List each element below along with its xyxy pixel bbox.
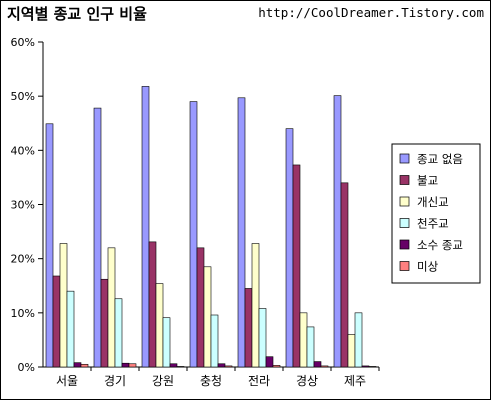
bar: [148, 241, 157, 368]
x-tick-label: 강원: [152, 374, 174, 388]
legend-swatch: [399, 196, 410, 207]
y-tick-label: 40%: [11, 144, 35, 157]
bar: [52, 275, 61, 368]
legend-label: 종교 없음: [417, 152, 463, 166]
bar: [347, 334, 356, 368]
bar: [80, 363, 89, 368]
legend-label: 개신교: [417, 195, 449, 209]
y-tick-label: 60%: [11, 36, 35, 49]
y-tick-label: 30%: [11, 199, 35, 212]
bar: [313, 361, 322, 368]
bar: [93, 107, 102, 368]
bar: [196, 247, 205, 368]
bar: [162, 317, 171, 368]
chart-title: 지역별 종교 인구 비율: [7, 5, 147, 23]
bar: [59, 243, 68, 368]
bar: [333, 95, 342, 368]
bar: [66, 290, 75, 368]
bar: [107, 247, 116, 368]
bar: [45, 123, 54, 368]
legend-swatch: [399, 239, 410, 250]
bar: [272, 365, 281, 368]
bar: [258, 308, 267, 368]
bar: [340, 182, 349, 368]
bar: [114, 298, 123, 368]
bar: [251, 243, 260, 368]
legend-swatch: [399, 153, 410, 164]
bar: [169, 363, 178, 368]
legend-label: 소수 종교: [417, 238, 463, 252]
legend-swatch: [399, 261, 410, 271]
bar: [189, 101, 198, 368]
legend-label: 불교: [417, 174, 438, 188]
y-tick-label: 50%: [11, 90, 35, 103]
x-tick-label: 충청: [200, 374, 222, 388]
bar: [237, 97, 246, 368]
y-tick-label: 20%: [11, 253, 35, 266]
legend-label: 미상: [417, 260, 439, 274]
bar: [320, 365, 329, 368]
bar: [100, 278, 109, 368]
bar: [210, 314, 219, 368]
bar: [354, 312, 363, 368]
bar: [368, 366, 377, 368]
x-tick-label: 전라: [248, 374, 270, 388]
y-tick-label: 10%: [11, 307, 35, 320]
bar: [299, 312, 308, 368]
bar: [217, 363, 226, 368]
bar: [306, 326, 315, 368]
bar: [244, 288, 253, 368]
y-tick-label: 0%: [18, 361, 35, 374]
bar: [128, 363, 137, 368]
bar: [141, 86, 150, 368]
bar: [292, 164, 301, 368]
source-url: http://CoolDreamer.Tistory.com: [258, 5, 484, 20]
x-tick-label: 경기: [104, 374, 126, 388]
x-tick-label: 제주: [344, 374, 366, 388]
legend-swatch: [399, 175, 410, 185]
bar: [121, 362, 130, 368]
bar: [176, 366, 185, 368]
bar: [224, 365, 233, 368]
bar: [285, 128, 294, 368]
bar: [155, 283, 164, 368]
legend-label: 천주교: [417, 217, 449, 231]
bar: [265, 356, 274, 368]
x-tick-label: 서울: [56, 374, 78, 388]
bar: [203, 266, 212, 368]
bar: [73, 362, 82, 368]
legend-box: [391, 143, 481, 284]
bar: [361, 365, 370, 368]
x-tick-label: 경상: [296, 374, 318, 388]
legend-swatch: [399, 218, 410, 228]
